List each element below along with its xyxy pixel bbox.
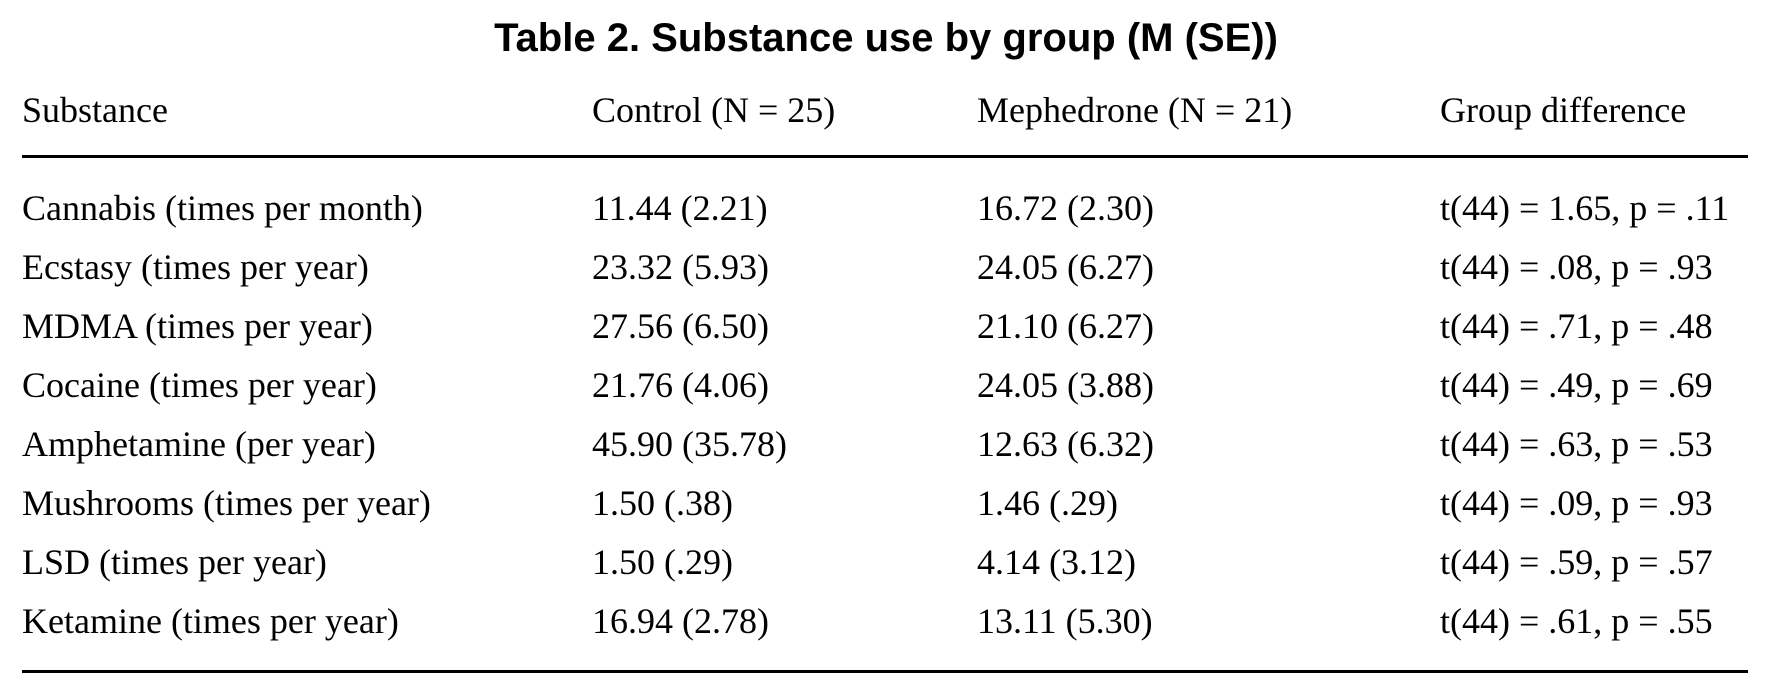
header-control: Control (N = 25) (592, 90, 836, 130)
header-rule (22, 155, 1748, 158)
row-difference: t(44) = .61, p = .55 (1440, 601, 1713, 641)
row-difference: t(44) = .59, p = .57 (1440, 542, 1713, 582)
row-mephedrone: 4.14 (3.12) (977, 542, 1136, 582)
header-group-difference: Group difference (1440, 90, 1687, 130)
row-difference: t(44) = .09, p = .93 (1440, 483, 1713, 523)
row-mephedrone: 16.72 (2.30) (977, 188, 1154, 228)
row-control: 23.32 (5.93) (592, 247, 769, 287)
row-mephedrone: 12.63 (6.32) (977, 424, 1154, 464)
table-title: Table 2. Substance use by group (M (SE)) (494, 16, 1278, 60)
header-substance: Substance (22, 90, 168, 130)
row-mephedrone: 21.10 (6.27) (977, 306, 1154, 346)
row-substance: MDMA (times per year) (22, 306, 373, 346)
bottom-rule (22, 670, 1748, 673)
row-substance: Ketamine (times per year) (22, 601, 399, 641)
row-difference: t(44) = .71, p = .48 (1440, 306, 1713, 346)
row-difference: t(44) = .08, p = .93 (1440, 247, 1713, 287)
row-control: 21.76 (4.06) (592, 365, 769, 405)
row-substance: Amphetamine (per year) (22, 424, 376, 464)
row-mephedrone: 24.05 (6.27) (977, 247, 1154, 287)
row-control: 1.50 (.29) (592, 542, 733, 582)
row-control: 11.44 (2.21) (592, 188, 768, 228)
row-substance: Ecstasy (times per year) (22, 247, 369, 287)
row-substance: LSD (times per year) (22, 542, 327, 582)
row-mephedrone: 24.05 (3.88) (977, 365, 1154, 405)
row-difference: t(44) = .49, p = .69 (1440, 365, 1713, 405)
row-control: 27.56 (6.50) (592, 306, 769, 346)
row-substance: Cocaine (times per year) (22, 365, 377, 405)
row-difference: t(44) = .63, p = .53 (1440, 424, 1713, 464)
row-substance: Mushrooms (times per year) (22, 483, 431, 523)
row-control: 16.94 (2.78) (592, 601, 769, 641)
row-mephedrone: 1.46 (.29) (977, 483, 1118, 523)
row-control: 1.50 (.38) (592, 483, 733, 523)
row-mephedrone: 13.11 (5.30) (977, 601, 1153, 641)
header-mephedrone: Mephedrone (N = 21) (977, 90, 1293, 130)
row-substance: Cannabis (times per month) (22, 188, 423, 228)
row-control: 45.90 (35.78) (592, 424, 787, 464)
row-difference: t(44) = 1.65, p = .11 (1440, 188, 1730, 228)
